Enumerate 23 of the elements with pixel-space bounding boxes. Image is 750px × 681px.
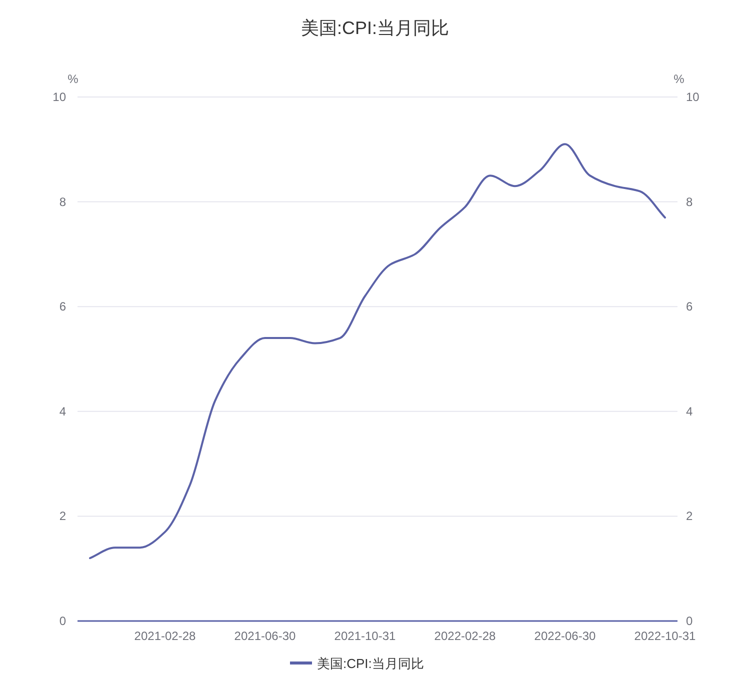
y-axis-title: % bbox=[68, 72, 79, 86]
y2-tick-label: 10 bbox=[686, 90, 700, 104]
y2-tick-label: 4 bbox=[686, 404, 693, 418]
y2-tick-label: 8 bbox=[686, 194, 693, 209]
x-tick-label: 2021-10-31 bbox=[334, 629, 396, 643]
chart-title: 美国:CPI:当月同比 bbox=[300, 18, 450, 38]
y-tick-label: 8 bbox=[59, 194, 66, 209]
line-series bbox=[89, 143, 666, 560]
y2-tick-label: 6 bbox=[686, 300, 693, 314]
y2-axis-title: % bbox=[674, 72, 685, 86]
y-tick-label: 6 bbox=[59, 300, 66, 314]
y-tick-label: 2 bbox=[59, 509, 66, 524]
x-tick-label: 2022-02-28 bbox=[434, 629, 496, 643]
y-tick-label: 4 bbox=[59, 404, 66, 418]
x-tick-label: 2022-06-30 bbox=[534, 629, 596, 643]
x-tick-label: 2021-06-30 bbox=[234, 629, 296, 643]
y-tick-label: 10 bbox=[52, 90, 66, 104]
x-tick-label: 2022-10-31 bbox=[634, 629, 696, 643]
y-tick-label: 0 bbox=[59, 614, 66, 628]
y2-tick-label: 2 bbox=[686, 509, 693, 524]
y2-tick-label: 0 bbox=[686, 614, 693, 628]
legend-label: 美国:CPI:当月同比 bbox=[317, 656, 424, 671]
x-tick-label: 2021-02-28 bbox=[134, 629, 196, 643]
